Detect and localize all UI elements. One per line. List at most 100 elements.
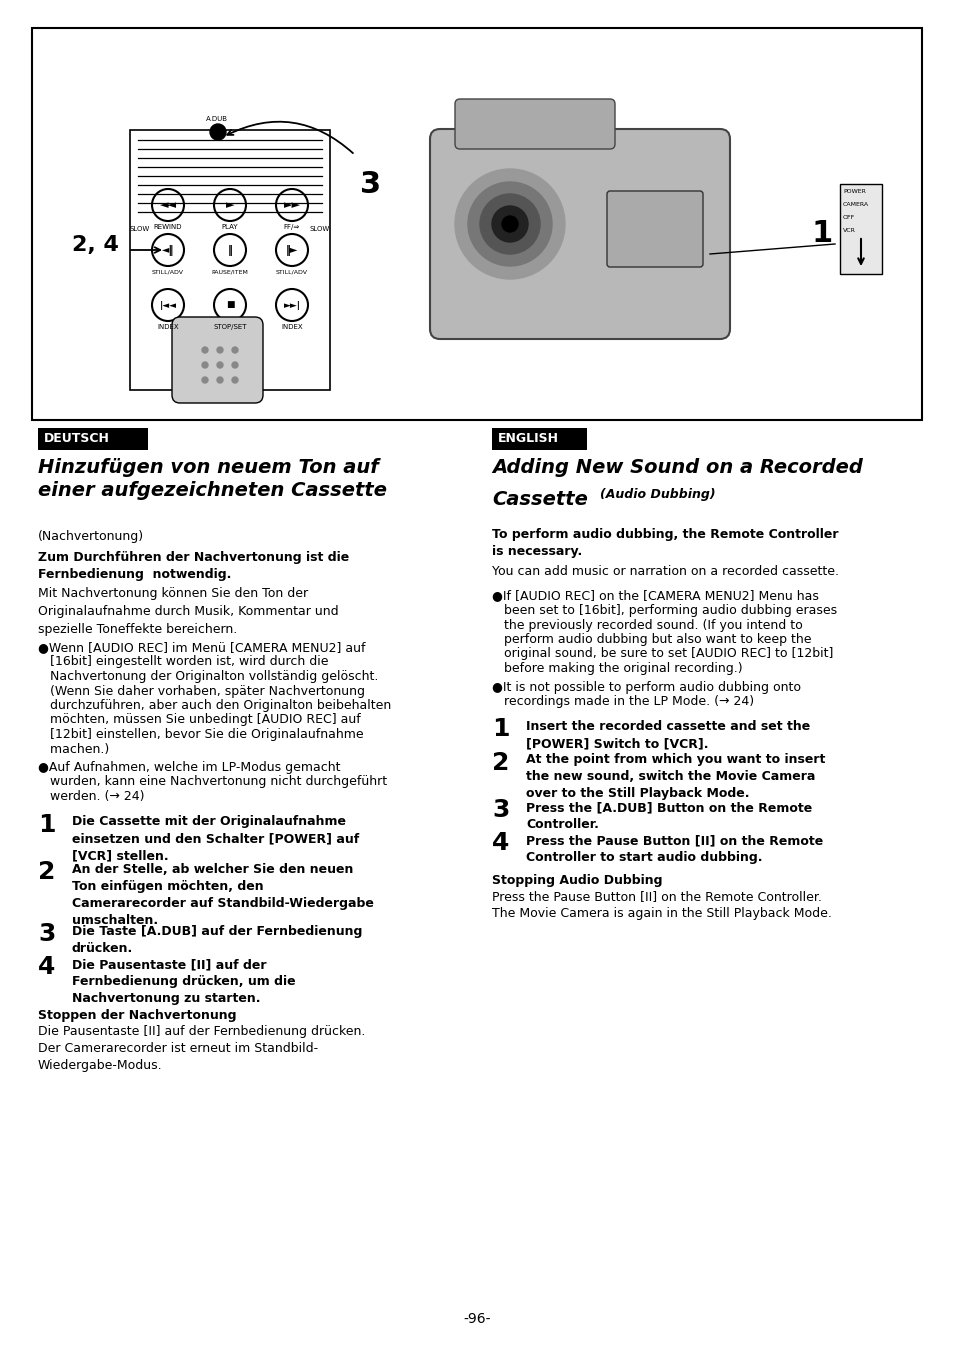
FancyBboxPatch shape — [606, 191, 702, 267]
Circle shape — [210, 124, 226, 140]
Text: Die Pausentaste [II] auf der
Fernbedienung drücken, um die
Nachvertonung zu star: Die Pausentaste [II] auf der Fernbedienu… — [71, 958, 295, 1006]
Text: DEUTSCH: DEUTSCH — [44, 433, 110, 445]
Text: A.DUB: A.DUB — [206, 116, 228, 123]
Circle shape — [479, 194, 539, 253]
Text: ●Wenn [AUDIO REC] im Menü [CAMERA MENU2] auf: ●Wenn [AUDIO REC] im Menü [CAMERA MENU2]… — [38, 642, 365, 654]
Text: FF/⇒: FF/⇒ — [284, 224, 300, 231]
Text: (Audio Dubbing): (Audio Dubbing) — [599, 488, 715, 501]
Bar — [32, 28, 921, 421]
Text: 1: 1 — [38, 813, 55, 837]
Circle shape — [216, 363, 223, 368]
Text: STILL/ADV: STILL/ADV — [275, 270, 308, 274]
Text: (Wenn Sie daher vorhaben, später Nachvertonung: (Wenn Sie daher vorhaben, später Nachver… — [38, 685, 365, 697]
Text: ●It is not possible to perform audio dubbing onto: ●It is not possible to perform audio dub… — [492, 681, 801, 693]
Text: PAUSE/ITEM: PAUSE/ITEM — [212, 270, 248, 274]
Text: SLOW: SLOW — [310, 226, 330, 232]
Text: 2: 2 — [492, 751, 509, 775]
Circle shape — [232, 363, 237, 368]
Text: POWER: POWER — [842, 189, 865, 194]
Text: 3: 3 — [359, 170, 381, 200]
Text: An der Stelle, ab welcher Sie den neuen
Ton einfügen möchten, den
Camerarecorder: An der Stelle, ab welcher Sie den neuen … — [71, 863, 374, 927]
Text: ■: ■ — [226, 301, 234, 310]
FancyBboxPatch shape — [430, 129, 729, 338]
Text: ◄‖: ◄‖ — [162, 244, 174, 256]
Text: PLAY: PLAY — [221, 224, 238, 231]
Text: Press the [A.DUB] Button on the Remote
Controller.: Press the [A.DUB] Button on the Remote C… — [525, 801, 811, 830]
Text: 2, 4: 2, 4 — [71, 235, 119, 255]
Text: ●Auf Aufnahmen, welche im LP-Modus gemacht: ●Auf Aufnahmen, welche im LP-Modus gemac… — [38, 762, 340, 774]
Text: original sound, be sure to set [AUDIO REC] to [12bit]: original sound, be sure to set [AUDIO RE… — [492, 647, 833, 661]
Text: 1: 1 — [811, 220, 832, 248]
Text: ►►|: ►►| — [283, 301, 300, 310]
Text: You can add music or narration on a recorded cassette.: You can add music or narration on a reco… — [492, 565, 838, 578]
Text: Cassette: Cassette — [492, 491, 587, 510]
Circle shape — [202, 377, 208, 383]
Bar — [492, 429, 586, 450]
Text: perform audio dubbing but also want to keep the: perform audio dubbing but also want to k… — [492, 634, 811, 646]
Text: recordings made in the LP Mode. (→ 24): recordings made in the LP Mode. (→ 24) — [492, 696, 753, 708]
Text: ●If [AUDIO REC] on the [CAMERA MENU2] Menu has: ●If [AUDIO REC] on the [CAMERA MENU2] Me… — [492, 589, 818, 603]
Text: INDEX: INDEX — [281, 324, 302, 330]
Text: STOP/SET: STOP/SET — [213, 324, 247, 330]
Text: ►: ► — [226, 200, 234, 210]
Text: Die Cassette mit der Originalaufnahme
einsetzen und den Schalter [POWER] auf
[VC: Die Cassette mit der Originalaufnahme ei… — [71, 816, 359, 863]
Text: ‖►: ‖► — [286, 244, 298, 256]
Text: Adding New Sound on a Recorded: Adding New Sound on a Recorded — [492, 458, 862, 477]
Circle shape — [232, 346, 237, 353]
Text: INDEX: INDEX — [157, 324, 178, 330]
Text: Press the Pause Button [II] on the Remote Controller.
The Movie Camera is again : Press the Pause Button [II] on the Remot… — [492, 891, 831, 921]
Text: 3: 3 — [492, 798, 509, 822]
Text: 2: 2 — [38, 860, 55, 884]
Text: Zum Durchführen der Nachvertonung ist die
Fernbedienung  notwendig.: Zum Durchführen der Nachvertonung ist di… — [38, 550, 349, 581]
Text: machen.): machen.) — [38, 743, 110, 755]
Text: CAMERA: CAMERA — [842, 202, 868, 208]
Text: To perform audio dubbing, the Remote Controller
is necessary.: To perform audio dubbing, the Remote Con… — [492, 528, 838, 558]
Circle shape — [202, 346, 208, 353]
Text: 1: 1 — [492, 717, 509, 741]
Circle shape — [232, 377, 237, 383]
Text: |◄◄: |◄◄ — [159, 301, 176, 310]
Text: REWIND: REWIND — [153, 224, 182, 231]
Text: ENGLISH: ENGLISH — [497, 433, 558, 445]
Text: Stopping Audio Dubbing: Stopping Audio Dubbing — [492, 874, 661, 887]
Bar — [130, 129, 330, 390]
FancyBboxPatch shape — [172, 317, 263, 403]
Circle shape — [202, 363, 208, 368]
Circle shape — [216, 377, 223, 383]
Text: (Nachvertonung): (Nachvertonung) — [38, 530, 144, 543]
Text: At the point from which you want to insert
the new sound, switch the Movie Camer: At the point from which you want to inse… — [525, 754, 824, 801]
Circle shape — [468, 182, 552, 266]
Text: werden. (→ 24): werden. (→ 24) — [38, 790, 144, 803]
Text: the previously recorded sound. (If you intend to: the previously recorded sound. (If you i… — [492, 619, 801, 631]
Text: möchten, müssen Sie unbedingt [AUDIO REC] auf: möchten, müssen Sie unbedingt [AUDIO REC… — [38, 713, 360, 727]
Text: Die Taste [A.DUB] auf der Fernbedienung
drücken.: Die Taste [A.DUB] auf der Fernbedienung … — [71, 925, 362, 954]
Text: Nachvertonung der Originalton vollständig gelöscht.: Nachvertonung der Originalton vollständi… — [38, 670, 378, 683]
Text: Stoppen der Nachvertonung: Stoppen der Nachvertonung — [38, 1008, 236, 1022]
Circle shape — [455, 168, 564, 279]
Text: 4: 4 — [38, 954, 55, 979]
Text: 3: 3 — [38, 922, 55, 946]
Text: ‖: ‖ — [228, 244, 233, 256]
Text: before making the original recording.): before making the original recording.) — [492, 662, 741, 675]
Text: STILL/ADV: STILL/ADV — [152, 270, 184, 274]
Text: durchzuführen, aber auch den Originalton beibehalten: durchzuführen, aber auch den Originalton… — [38, 700, 391, 712]
Text: Die Pausentaste [II] auf der Fernbedienung drücken.
Der Camerarecorder ist erneu: Die Pausentaste [II] auf der Fernbedienu… — [38, 1024, 365, 1072]
Text: 4: 4 — [492, 830, 509, 855]
Text: ►►: ►► — [283, 200, 300, 210]
Text: Hinzufügen von neuem Ton auf
einer aufgezeichneten Cassette: Hinzufügen von neuem Ton auf einer aufge… — [38, 458, 387, 500]
Circle shape — [501, 216, 517, 232]
Text: SLOW: SLOW — [130, 226, 150, 232]
FancyBboxPatch shape — [455, 98, 615, 150]
Text: Insert the recorded cassette and set the
[POWER] Switch to [VCR].: Insert the recorded cassette and set the… — [525, 720, 809, 751]
Text: wurden, kann eine Nachvertonung nicht durchgeführt: wurden, kann eine Nachvertonung nicht du… — [38, 775, 387, 789]
Text: Press the Pause Button [II] on the Remote
Controller to start audio dubbing.: Press the Pause Button [II] on the Remot… — [525, 834, 822, 864]
Text: ◄◄: ◄◄ — [159, 200, 176, 210]
Text: [12bit] einstellen, bevor Sie die Originalaufnahme: [12bit] einstellen, bevor Sie die Origin… — [38, 728, 363, 741]
Text: been set to [16bit], performing audio dubbing erases: been set to [16bit], performing audio du… — [492, 604, 836, 617]
Bar — [38, 429, 148, 450]
Text: OFF: OFF — [842, 214, 854, 220]
Text: [16bit] eingestellt worden ist, wird durch die: [16bit] eingestellt worden ist, wird dur… — [38, 655, 328, 669]
Circle shape — [216, 346, 223, 353]
Text: Mit Nachvertonung können Sie den Ton der
Originalaufnahme durch Musik, Kommentar: Mit Nachvertonung können Sie den Ton der… — [38, 588, 338, 635]
Bar — [840, 183, 882, 274]
